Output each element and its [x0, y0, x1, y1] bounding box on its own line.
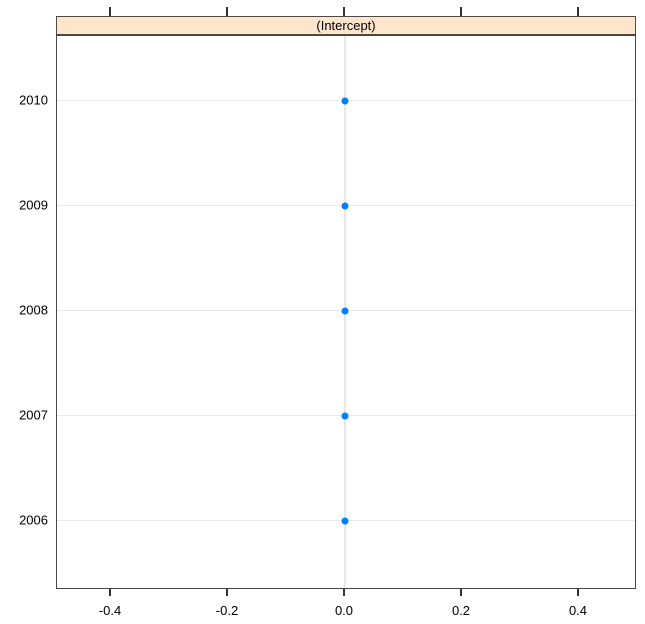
data-point-2006 — [341, 517, 349, 524]
x-tick-bottom — [577, 589, 579, 596]
x-tick-label: -0.4 — [98, 603, 122, 618]
x-tick-label: 0.0 — [334, 603, 354, 618]
strip-header: (Intercept) — [56, 16, 636, 35]
data-point-2010 — [341, 97, 349, 104]
x-tick-top — [460, 7, 462, 16]
x-tick-label: 0.4 — [568, 603, 588, 618]
data-point-2007 — [341, 412, 349, 419]
y-axis-label: 2008 — [19, 302, 48, 317]
x-tick-bottom — [343, 589, 345, 596]
data-point-2008 — [341, 307, 349, 314]
data-point-2009 — [341, 202, 349, 209]
plot-panel — [56, 35, 636, 589]
x-tick-label: -0.2 — [215, 603, 239, 618]
x-tick-bottom — [460, 589, 462, 596]
x-tick-bottom — [109, 589, 111, 596]
y-axis-label: 2006 — [19, 512, 48, 527]
x-tick-top — [343, 7, 345, 16]
x-tick-top — [226, 7, 228, 16]
strip-title: (Intercept) — [316, 18, 376, 33]
y-axis-label: 2010 — [19, 92, 48, 107]
x-tick-top — [109, 7, 111, 16]
x-tick-bottom — [226, 589, 228, 596]
y-axis-label: 2007 — [19, 407, 48, 422]
x-tick-top — [577, 7, 579, 16]
x-tick-label: 0.2 — [451, 603, 471, 618]
y-axis-label: 2009 — [19, 197, 48, 212]
